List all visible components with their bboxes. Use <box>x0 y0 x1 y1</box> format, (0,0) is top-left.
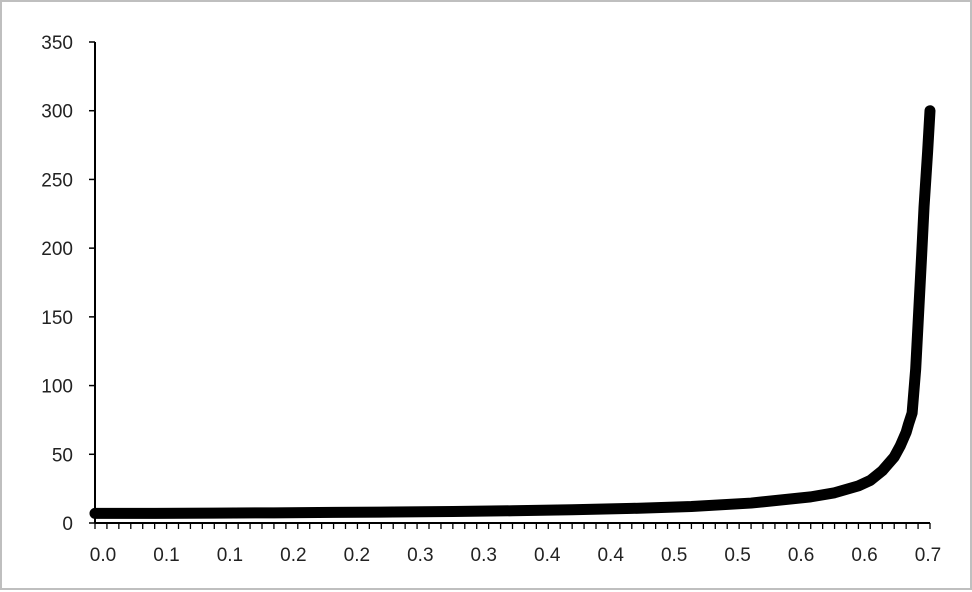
x-tick-label: 0.2 <box>344 545 370 566</box>
x-tick-label: 0.3 <box>471 545 497 566</box>
x-tick-label: 0.1 <box>153 545 179 566</box>
x-tick-label: 0.0 <box>90 545 116 566</box>
x-tick-label: 0.5 <box>661 545 687 566</box>
x-tick-label: 0.1 <box>217 545 243 566</box>
y-tick-label: 0 <box>62 514 73 535</box>
y-tick-label: 50 <box>52 445 73 466</box>
y-tick-label: 200 <box>41 239 73 260</box>
x-axis: 0.0 0.1 0.1 0.2 0.2 0.3 0.3 0.4 0.4 0.5 0.5 0.6 0.6 0… <box>90 522 941 566</box>
y-tick-label: 100 <box>41 377 73 398</box>
x-tick-label: 0.4 <box>534 545 561 566</box>
x-tick-label: 0.4 <box>597 545 624 566</box>
y-tick-label: 300 <box>41 102 73 123</box>
x-tick-label: 0.6 <box>851 545 877 566</box>
x-tick-label: 0.2 <box>280 545 306 566</box>
y-axis: 0 50 100 150 200 250 300 350 <box>41 33 96 535</box>
series-group <box>89 105 936 519</box>
x-tick-label: 0.5 <box>724 545 750 566</box>
y-tick-label: 250 <box>41 170 73 191</box>
x-tick-label: 0.6 <box>788 545 814 566</box>
y-tick-label: 350 <box>41 33 73 54</box>
x-tick-label: 0.7 <box>915 545 941 566</box>
series-line <box>89 105 936 519</box>
y-tick-label: 150 <box>41 308 73 329</box>
x-tick-label: 0.3 <box>407 545 433 566</box>
